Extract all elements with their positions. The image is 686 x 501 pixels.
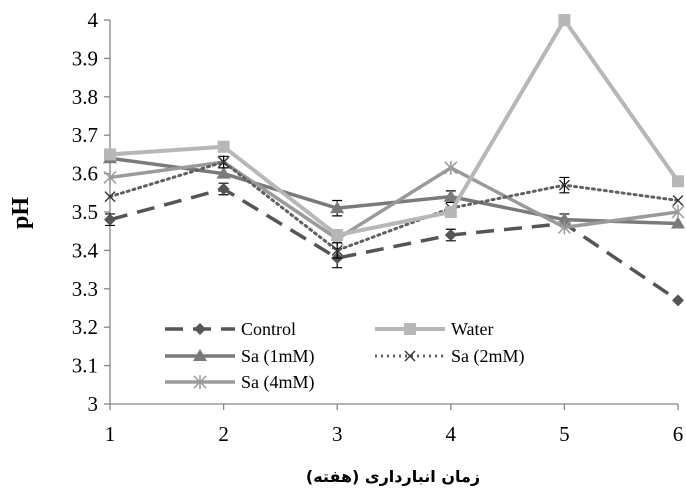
y-tick-label: 4 [88, 8, 99, 32]
data-point [443, 189, 458, 202]
series-line [109, 156, 679, 226]
data-point [217, 182, 230, 195]
x-tick-label: 4 [446, 422, 457, 446]
data-point [557, 212, 572, 225]
x-tick-label: 5 [559, 422, 570, 446]
data-point [104, 191, 116, 203]
data-point [672, 175, 684, 188]
legend-item: Sa (4mM) [165, 372, 315, 393]
y-tick-label: 3.6 [72, 162, 98, 186]
series-sa-2mm [104, 155, 684, 259]
legend-label: Sa (1mM) [241, 346, 315, 367]
series-line [108, 160, 680, 252]
data-point [331, 229, 344, 242]
series-layer [103, 14, 685, 307]
data-point [444, 229, 457, 242]
data-point [216, 166, 231, 179]
x-tick-label: 6 [673, 422, 684, 446]
y-tick-label: 3.1 [72, 354, 98, 378]
legend-item: Sa (1mM) [165, 346, 315, 367]
legend-label: Water [451, 319, 494, 339]
y-tick-label: 3.5 [72, 200, 98, 224]
legend-item: Water [375, 319, 494, 339]
legend-item: Sa (2mM) [375, 346, 525, 367]
y-axis-label: pH [8, 197, 34, 229]
legend-marker [194, 323, 206, 335]
data-point [444, 206, 457, 218]
series-line [109, 187, 679, 302]
data-point [444, 160, 458, 175]
data-point [103, 170, 117, 185]
data-point [672, 294, 684, 307]
data-point [672, 194, 684, 206]
data-point [558, 179, 570, 191]
legend-marker [404, 323, 416, 335]
legend-marker [193, 349, 207, 361]
data-point [558, 14, 571, 26]
data-point [330, 201, 345, 214]
x-tick-label: 3 [332, 422, 343, 446]
legend-marker [193, 375, 207, 389]
legend-label: Sa (4mM) [241, 372, 315, 393]
data-point [671, 216, 685, 229]
y-axis: 3 3.1 3.2 3.3 3.4 3.5 3.6 3.7 3.8 3.9 4 [72, 8, 111, 416]
y-tick-label: 3.9 [72, 46, 98, 70]
x-tick-label: 1 [105, 422, 116, 446]
data-point [104, 148, 116, 161]
x-axis-label: زمان انبارداری (هفته) [306, 467, 480, 486]
data-point [557, 220, 571, 235]
data-point [331, 244, 343, 256]
series-sa-4mm [103, 155, 685, 246]
x-axis: 1 2 3 4 5 6 [105, 403, 684, 446]
series-line [109, 18, 680, 238]
y-tick-label: 3.7 [72, 123, 98, 147]
legend: Control Water Sa (1mM) Sa (2mM) Sa (4mM) [165, 319, 525, 393]
data-point [671, 205, 685, 219]
x-tick-label: 2 [218, 422, 229, 446]
y-tick-label: 3 [88, 392, 99, 416]
y-tick-label: 3.3 [72, 277, 98, 301]
y-tick-label: 3.8 [72, 85, 98, 109]
series-line [109, 160, 679, 241]
series-water [104, 14, 684, 242]
legend-marker [404, 350, 416, 362]
data-point [217, 140, 230, 153]
y-tick-label: 3.4 [72, 238, 99, 262]
legend-label: Sa (2mM) [451, 346, 525, 367]
y-tick-label: 3.2 [72, 315, 98, 339]
data-point [104, 213, 116, 226]
legend-label: Control [241, 319, 296, 339]
legend-item: Control [165, 319, 296, 339]
data-point [218, 156, 230, 168]
